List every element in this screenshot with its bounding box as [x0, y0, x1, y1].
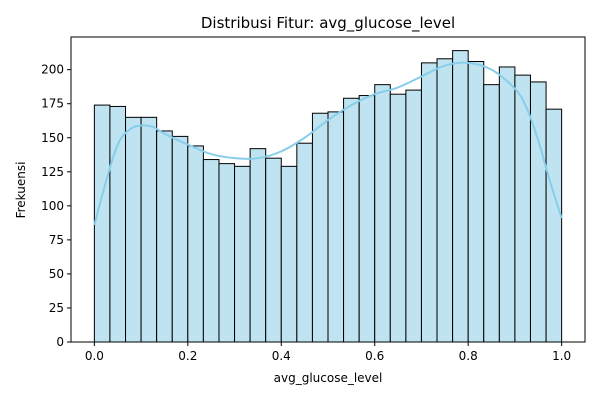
- histogram-bar: [374, 84, 391, 343]
- y-tick-label: 125: [41, 165, 64, 179]
- y-tick-label: 75: [49, 233, 64, 247]
- histogram-bar: [171, 135, 189, 343]
- chart-title: Distribusi Fitur: avg_glucose_level: [201, 14, 455, 33]
- x-tick-label: 1.0: [552, 349, 571, 363]
- histogram-bar: [218, 163, 236, 343]
- x-axis: 0.0 0.2 0.4 0.6 0.8 1.0: [85, 342, 571, 363]
- y-tick-label: 100: [41, 199, 64, 213]
- y-axis: 0 25 50 75 100 125 150 175 200: [41, 63, 71, 349]
- histogram-bar: [436, 58, 454, 343]
- x-tick-label: 0.4: [272, 349, 291, 363]
- histogram-bar: [327, 111, 345, 343]
- histogram-bar: [405, 89, 422, 343]
- histogram-bar: [202, 159, 220, 343]
- histogram-bar: [311, 112, 329, 343]
- histogram-bar: [280, 165, 298, 343]
- histogram-bar: [514, 74, 531, 343]
- y-tick-label: 0: [56, 335, 64, 349]
- histogram-bar: [156, 130, 173, 343]
- histogram-bar: [545, 108, 563, 343]
- histogram-bar: [529, 81, 547, 343]
- plot-frame: [70, 36, 586, 343]
- histogram-bar: [265, 157, 282, 343]
- x-axis-label: avg_glucose_level: [274, 371, 383, 385]
- y-tick-label: 50: [49, 267, 64, 281]
- y-tick-label: 25: [49, 301, 64, 315]
- histogram-bar: [249, 148, 267, 343]
- kde-group: [93, 61, 563, 226]
- histogram-bar: [187, 145, 204, 343]
- histogram-bar: [420, 62, 438, 343]
- x-tick-label: 0.6: [365, 349, 384, 363]
- histogram-bar: [389, 93, 407, 343]
- histogram-bar: [296, 142, 313, 343]
- histogram-bar: [467, 61, 485, 343]
- y-axis-label: Frekuensi: [14, 162, 28, 219]
- kde-line: [93, 61, 563, 226]
- histogram-bar: [125, 116, 142, 343]
- x-tick-label: 0.8: [459, 349, 478, 363]
- histogram-bar: [140, 116, 158, 343]
- x-tick-label: 0.0: [85, 349, 104, 363]
- y-tick-label: 175: [41, 97, 64, 111]
- y-tick-label: 150: [41, 131, 64, 145]
- histogram-bar: [358, 95, 376, 343]
- histogram-bar: [498, 66, 516, 343]
- y-tick-label: 200: [41, 63, 64, 77]
- histogram-bar: [452, 50, 469, 343]
- histogram-bar: [93, 104, 111, 343]
- histogram-bar: [483, 84, 500, 343]
- x-tick-label: 0.2: [178, 349, 197, 363]
- histogram-bar: [234, 165, 251, 343]
- histogram-bar: [343, 97, 360, 343]
- histogram-bar: [109, 105, 127, 343]
- bars-group: [93, 50, 563, 343]
